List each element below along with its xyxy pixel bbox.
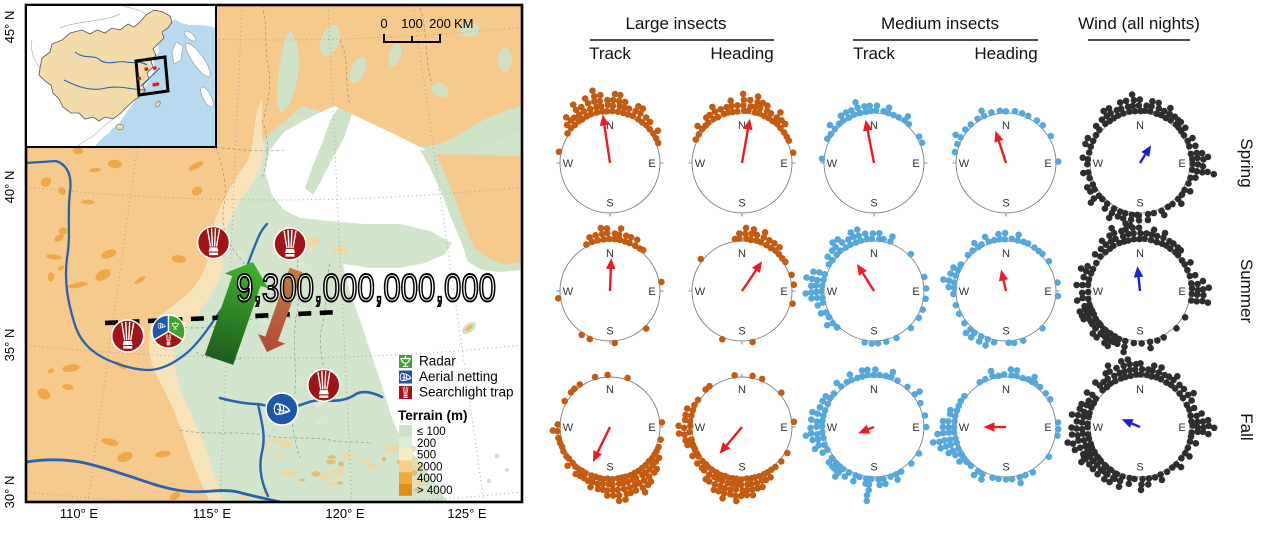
svg-text:N: N bbox=[1002, 384, 1010, 396]
svg-text:Wind (all nights): Wind (all nights) bbox=[1078, 14, 1200, 33]
svg-text:S: S bbox=[1002, 198, 1009, 210]
svg-text:200: 200 bbox=[417, 438, 436, 450]
svg-text:Aerial netting: Aerial netting bbox=[419, 369, 498, 384]
svg-text:KM: KM bbox=[454, 16, 474, 31]
svg-text:E: E bbox=[648, 158, 655, 170]
svg-text:E: E bbox=[1044, 286, 1051, 298]
svg-text:S: S bbox=[1136, 462, 1143, 474]
svg-text:S: S bbox=[738, 326, 745, 338]
svg-text:W: W bbox=[959, 422, 970, 434]
svg-text:W: W bbox=[563, 158, 574, 170]
svg-text:N: N bbox=[606, 384, 614, 396]
svg-text:S: S bbox=[1002, 326, 1009, 338]
svg-text:N: N bbox=[1136, 248, 1144, 260]
svg-text:100: 100 bbox=[401, 16, 423, 31]
svg-text:W: W bbox=[1093, 422, 1104, 434]
svg-text:2000: 2000 bbox=[417, 461, 443, 473]
svg-text:S: S bbox=[1136, 326, 1143, 338]
svg-text:Track: Track bbox=[853, 44, 895, 63]
svg-text:S: S bbox=[738, 198, 745, 210]
svg-text:120° E: 120° E bbox=[325, 506, 365, 521]
svg-text:Heading: Heading bbox=[710, 44, 773, 63]
svg-text:500: 500 bbox=[417, 450, 436, 462]
svg-text:W: W bbox=[827, 286, 838, 298]
svg-text:E: E bbox=[912, 286, 919, 298]
svg-text:S: S bbox=[606, 462, 613, 474]
svg-text:S: S bbox=[1136, 198, 1143, 210]
svg-text:W: W bbox=[695, 158, 706, 170]
svg-text:Radar: Radar bbox=[419, 354, 456, 369]
svg-text:W: W bbox=[695, 422, 706, 434]
svg-text:N: N bbox=[1002, 248, 1010, 260]
svg-text:N: N bbox=[1136, 384, 1144, 396]
svg-text:E: E bbox=[1178, 422, 1185, 434]
svg-text:4000: 4000 bbox=[417, 473, 443, 485]
svg-text:S: S bbox=[870, 462, 877, 474]
svg-text:E: E bbox=[912, 158, 919, 170]
svg-text:115° E: 115° E bbox=[193, 506, 232, 521]
svg-text:Fall: Fall bbox=[1237, 413, 1256, 440]
svg-text:Track: Track bbox=[589, 44, 631, 63]
svg-text:W: W bbox=[827, 158, 838, 170]
svg-text:S: S bbox=[870, 198, 877, 210]
svg-text:35° N: 35° N bbox=[2, 329, 17, 362]
svg-text:Heading: Heading bbox=[974, 44, 1037, 63]
svg-text:45° N: 45° N bbox=[2, 11, 17, 44]
svg-text:30° N: 30° N bbox=[2, 476, 17, 509]
svg-text:S: S bbox=[870, 326, 877, 338]
svg-text:W: W bbox=[563, 422, 574, 434]
svg-text:Spring: Spring bbox=[1237, 138, 1256, 187]
svg-text:W: W bbox=[563, 286, 574, 298]
svg-text:125° E: 125° E bbox=[447, 506, 487, 521]
svg-text:N: N bbox=[870, 120, 878, 132]
svg-text:E: E bbox=[780, 286, 787, 298]
svg-text:W: W bbox=[695, 286, 706, 298]
svg-text:E: E bbox=[1178, 286, 1185, 298]
svg-text:Medium insects: Medium insects bbox=[881, 14, 999, 33]
svg-text:N: N bbox=[738, 248, 746, 260]
svg-text:N: N bbox=[606, 248, 614, 260]
svg-text:W: W bbox=[827, 422, 838, 434]
svg-text:Large insects: Large insects bbox=[625, 14, 726, 33]
svg-text:E: E bbox=[648, 286, 655, 298]
svg-text:S: S bbox=[738, 462, 745, 474]
svg-text:40° N: 40° N bbox=[2, 171, 17, 204]
svg-text:9,300,000,000,000: 9,300,000,000,000 bbox=[236, 267, 496, 310]
svg-text:S: S bbox=[606, 326, 613, 338]
svg-text:E: E bbox=[648, 422, 655, 434]
svg-text:S: S bbox=[1002, 462, 1009, 474]
svg-text:E: E bbox=[780, 158, 787, 170]
svg-text:N: N bbox=[870, 248, 878, 260]
svg-text:E: E bbox=[1178, 158, 1185, 170]
svg-text:W: W bbox=[1093, 158, 1104, 170]
svg-text:Searchlight trap: Searchlight trap bbox=[419, 385, 514, 400]
svg-text:E: E bbox=[1044, 158, 1051, 170]
svg-text:W: W bbox=[959, 158, 970, 170]
svg-text:200: 200 bbox=[429, 16, 451, 31]
svg-text:Terrain (m): Terrain (m) bbox=[398, 408, 468, 423]
svg-text:E: E bbox=[780, 422, 787, 434]
svg-text:N: N bbox=[870, 384, 878, 396]
svg-text:W: W bbox=[1093, 286, 1104, 298]
svg-text:≤ 100: ≤ 100 bbox=[417, 426, 446, 438]
svg-text:W: W bbox=[959, 286, 970, 298]
svg-text:E: E bbox=[912, 422, 919, 434]
svg-text:S: S bbox=[606, 198, 613, 210]
svg-text:N: N bbox=[1136, 120, 1144, 132]
svg-text:Summer: Summer bbox=[1237, 259, 1256, 324]
svg-text:N: N bbox=[606, 120, 614, 132]
svg-text:> 4000: > 4000 bbox=[417, 485, 453, 497]
svg-text:E: E bbox=[1044, 422, 1051, 434]
svg-text:N: N bbox=[738, 384, 746, 396]
svg-text:N: N bbox=[1002, 120, 1010, 132]
svg-text:N: N bbox=[738, 120, 746, 132]
svg-text:110° E: 110° E bbox=[60, 506, 99, 521]
svg-text:0: 0 bbox=[380, 16, 387, 31]
